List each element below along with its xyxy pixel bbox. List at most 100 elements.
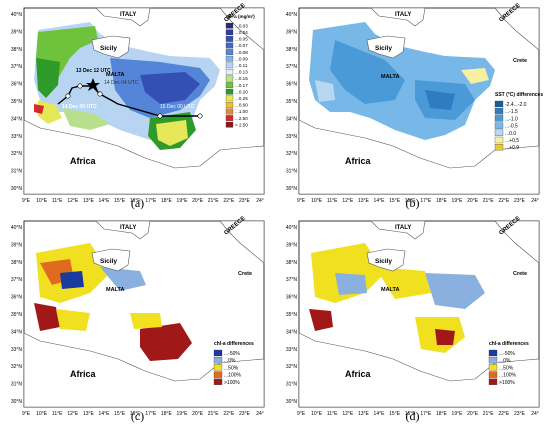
lon-tick-label: 24° [256, 411, 264, 417]
lat-tick-label: 33°N [11, 347, 23, 353]
lon-tick-label: 22°E [498, 411, 510, 417]
lon-tick-label: 16°E [130, 411, 142, 417]
legend-swatch [494, 115, 504, 122]
lat-tick-label: 35°N [11, 312, 23, 318]
lon-tick-label: 9°E [297, 198, 306, 204]
place-africa: Africa [70, 156, 97, 166]
lat-tick-label: 34°N [286, 329, 298, 335]
legend-swatch [225, 62, 234, 69]
place-malta: MALTA [381, 74, 399, 80]
map-c: ITALY GREECE Sicily MALTA Crete Africa c… [11, 216, 265, 417]
legend-label: ...0.03 [235, 23, 248, 28]
lon-axis-c: 9°E 10°E 11°E 12°E 13°E 14°E 15°E 16°E 17°E 18°E 1… [22, 411, 264, 417]
lon-tick-label: 10°E [311, 411, 323, 417]
lat-tick-label: 40°N [11, 225, 23, 231]
legend-swatch [213, 378, 223, 385]
legend-label: ...0% [224, 358, 236, 364]
place-italy: ITALY [120, 225, 136, 231]
lat-tick-label: 31°N [11, 169, 23, 175]
lat-tick-label: 32°N [286, 151, 298, 157]
chla-diff-field [34, 243, 192, 361]
land [298, 220, 540, 408]
lon-tick-label: 18°E [161, 411, 173, 417]
lon-tick-label: 15°E [114, 411, 126, 417]
africa-land [23, 119, 265, 195]
lat-tick-label: 39°N [286, 242, 298, 248]
legend-label: ...-1.5 [505, 109, 518, 115]
lon-tick-label: 23°E [514, 198, 526, 204]
lon-tick-label: 22°E [223, 411, 235, 417]
lat-tick-label: 37°N [11, 64, 23, 70]
legend-swatch [225, 108, 234, 115]
place-italy: ITALY [395, 12, 411, 18]
legend-swatch [225, 121, 234, 128]
lon-tick-label: 14°E [99, 198, 111, 204]
panel-c: ITALY GREECE Sicily MALTA Crete Africa c… [0, 213, 275, 426]
panel-label-a: (a) [130, 196, 145, 210]
legend-swatch [225, 102, 234, 108]
chla-field [34, 22, 220, 150]
lon-tick-label: 22°E [498, 198, 510, 204]
lat-tick-label: 36°N [11, 295, 23, 301]
place-crete: Crete [238, 271, 252, 277]
track-label-4: 15 Dec 00 UTC [160, 104, 195, 110]
legend-title: chl-a differences [489, 341, 529, 347]
legend-label: ...-1.0 [505, 116, 518, 122]
legend-swatch [213, 349, 223, 357]
land [23, 220, 265, 408]
legend-c: chl-a differences ...-50%...0%...50% ...10… [213, 341, 254, 386]
track-label-3: 14 Dec 00 UTC [62, 104, 97, 110]
panel-d: ITALY GREECE Sicily MALTA Crete Africa c… [275, 213, 550, 426]
lat-tick-label: 30°N [286, 399, 298, 405]
panel-label-d: (d) [405, 409, 420, 423]
lon-tick-label: 13°E [83, 198, 95, 204]
lat-tick-label: 33°N [286, 347, 298, 353]
lat-tick-label: 34°N [11, 329, 23, 335]
legend-a: chl-a (mg/m³)...0.03...0.04...0.05...0.0… [225, 14, 255, 128]
lon-tick-label: 13°E [358, 198, 370, 204]
legend-label: ...50% [499, 365, 514, 371]
legend-swatch [494, 144, 504, 151]
lon-tick-label: 18°E [436, 198, 448, 204]
legend-swatch [488, 364, 498, 371]
place-africa: Africa [70, 369, 97, 379]
place-sicily: Sicily [100, 45, 117, 52]
lat-tick-label: 35°N [286, 312, 298, 318]
lat-tick-label: 31°N [286, 382, 298, 388]
place-sicily: Sicily [100, 258, 117, 265]
lat-tick-label: 35°N [11, 99, 23, 105]
legend-label: ...0.08 [235, 50, 248, 55]
lon-tick-label: 24° [531, 411, 539, 417]
lat-tick-label: 37°N [11, 277, 23, 283]
lon-tick-label: 19°E [452, 198, 464, 204]
place-crete: Crete [513, 58, 527, 64]
legend-label: ...0.60 [235, 103, 248, 108]
lat-tick-label: 30°N [11, 399, 23, 405]
lon-tick-label: 10°E [36, 198, 48, 204]
lat-tick-label: 30°N [11, 186, 23, 192]
lat-tick-label: 34°N [286, 116, 298, 122]
track-label-1: 13 Dec 12 UTC [76, 68, 111, 74]
lon-tick-label: 21°E [208, 198, 220, 204]
lon-tick-label: 23°E [239, 411, 251, 417]
place-crete: Crete [513, 271, 527, 277]
lon-tick-label: 10°E [311, 198, 323, 204]
lon-tick-label: 20°E [192, 411, 204, 417]
lat-tick-label: 38°N [286, 47, 298, 53]
sst-field [309, 22, 495, 140]
place-italy: ITALY [395, 225, 411, 231]
lon-tick-label: 21°E [483, 198, 495, 204]
lat-axis-b: 40°N 39°N 38°N 37°N 36°N 35°N 34°N 33°N 32°N 31°N… [286, 12, 298, 192]
lon-tick-label: 17°E [420, 411, 432, 417]
legend-swatch [213, 371, 223, 378]
legend-label: ...0.11 [235, 63, 248, 68]
legend-label: > 2.50 [235, 122, 248, 127]
lat-tick-label: 33°N [11, 134, 23, 140]
legend-swatch [225, 55, 234, 62]
legend-label: -2.4...-2.0 [505, 102, 527, 108]
legend-label: ...+0.5 [505, 138, 519, 144]
lon-tick-label: 16°E [405, 411, 417, 417]
lat-tick-label: 31°N [286, 169, 298, 175]
lon-tick-label: 17°E [145, 411, 157, 417]
lat-tick-label: 35°N [286, 99, 298, 105]
